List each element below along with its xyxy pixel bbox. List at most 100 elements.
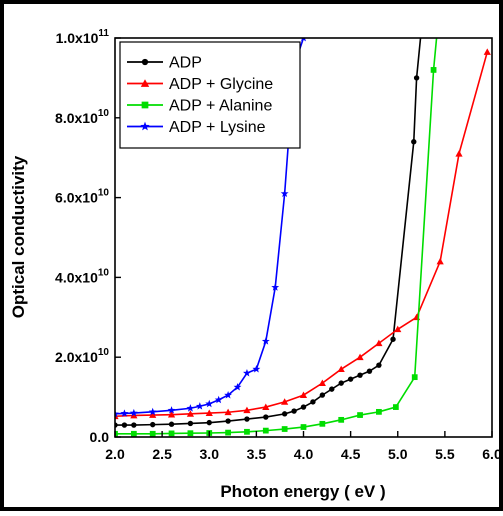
data-point <box>301 38 306 42</box>
data-point <box>244 416 250 422</box>
legend-label: ADP <box>169 55 202 72</box>
legend-marker <box>140 79 150 87</box>
data-point <box>436 257 444 265</box>
y-tick-label: 8.0x1010 <box>55 108 109 126</box>
data-point <box>281 398 289 405</box>
data-point <box>261 337 270 345</box>
legend-label: ADP + Lysine <box>169 119 266 136</box>
data-point <box>129 408 138 417</box>
data-point <box>186 404 195 412</box>
y-tick-label: 4.0x1010 <box>55 267 109 285</box>
legend-marker <box>141 58 149 66</box>
data-point <box>390 336 396 342</box>
data-point <box>205 399 214 408</box>
data-point <box>329 386 335 392</box>
data-point <box>392 404 399 410</box>
data-point <box>187 430 194 437</box>
data-point <box>252 365 261 373</box>
data-point <box>186 410 194 417</box>
y-tick-label: 2.0x1010 <box>55 347 109 365</box>
series-layer <box>115 38 491 437</box>
data-point <box>299 391 308 398</box>
data-point <box>291 408 297 414</box>
data-point <box>319 392 326 398</box>
x-tick-label: 2.5 <box>152 446 172 462</box>
data-point <box>187 420 194 427</box>
data-point <box>214 395 223 404</box>
data-point <box>168 430 175 437</box>
y-axis: 0.0 2.0x1010 4.0x1010 6.0x1010 8.0x1010 1.0x1… <box>55 28 121 445</box>
data-point <box>347 376 354 382</box>
data-point <box>375 339 383 347</box>
x-tick-label: 4.5 <box>341 446 361 462</box>
data-point <box>413 75 420 81</box>
x-tick-label: 3.5 <box>247 446 267 462</box>
data-point <box>121 422 128 428</box>
data-point <box>195 402 204 410</box>
data-point <box>262 427 269 434</box>
data-point <box>225 418 231 424</box>
data-point <box>225 429 231 436</box>
data-point <box>167 411 176 418</box>
data-point <box>205 409 213 416</box>
data-point <box>120 409 129 417</box>
data-point <box>243 369 251 377</box>
data-point <box>338 380 344 386</box>
data-point <box>168 421 175 427</box>
data-point <box>281 426 288 432</box>
data-point <box>149 430 156 437</box>
data-point <box>167 406 176 414</box>
data-point <box>483 48 491 55</box>
data-point <box>356 353 364 361</box>
legend-label: ADP + Alanine <box>169 98 272 115</box>
data-point <box>115 412 119 420</box>
data-point <box>338 416 345 423</box>
data-point <box>280 189 289 197</box>
data-point <box>115 409 119 418</box>
x-axis-title: Photon energy ( eV ) <box>220 482 385 501</box>
data-point <box>357 372 363 378</box>
data-point <box>130 430 137 437</box>
y-axis-title: Optical conductivity <box>9 155 28 318</box>
x-tick-label: 5.0 <box>388 446 408 462</box>
data-point <box>318 379 326 387</box>
data-point <box>357 412 363 418</box>
x-axis: 2.0 2.5 3.0 3.5 4.0 4.5 5.0 5.5 6.0 <box>105 431 502 462</box>
data-point <box>262 403 270 410</box>
data-point <box>376 408 382 415</box>
data-point <box>271 283 280 291</box>
series-adp <box>115 38 422 428</box>
y-tick-label: 0.0 <box>90 429 110 445</box>
x-tick-label: 2.0 <box>105 446 125 462</box>
series-adp-glycine <box>115 48 491 420</box>
data-point <box>455 150 463 157</box>
data-point <box>319 420 326 427</box>
legend-label: ADP + Glycine <box>169 76 273 93</box>
legend-marker <box>140 121 150 131</box>
data-point <box>244 428 250 435</box>
data-point <box>300 424 307 430</box>
x-tick-label: 3.0 <box>200 446 220 462</box>
data-point <box>281 411 288 417</box>
data-point <box>310 399 316 405</box>
data-point <box>366 368 373 374</box>
data-point <box>224 390 233 399</box>
legend-box <box>119 41 301 149</box>
data-point <box>130 411 138 419</box>
legend-marker <box>141 101 149 109</box>
data-point <box>131 422 137 428</box>
y-tick-label: 1.0x1011 <box>56 28 110 46</box>
data-point <box>148 407 157 416</box>
series-line <box>115 51 489 418</box>
legend: ADP ADP + Glycine ADP + Alanine ADP + Lysin… <box>119 41 301 149</box>
series-adp-alanine <box>115 38 438 437</box>
x-tick-label: 6.0 <box>482 446 502 462</box>
data-point <box>224 408 232 416</box>
data-point <box>337 365 345 373</box>
data-point <box>115 430 118 437</box>
data-point <box>411 139 417 145</box>
data-point <box>430 67 437 73</box>
data-point <box>149 411 157 418</box>
